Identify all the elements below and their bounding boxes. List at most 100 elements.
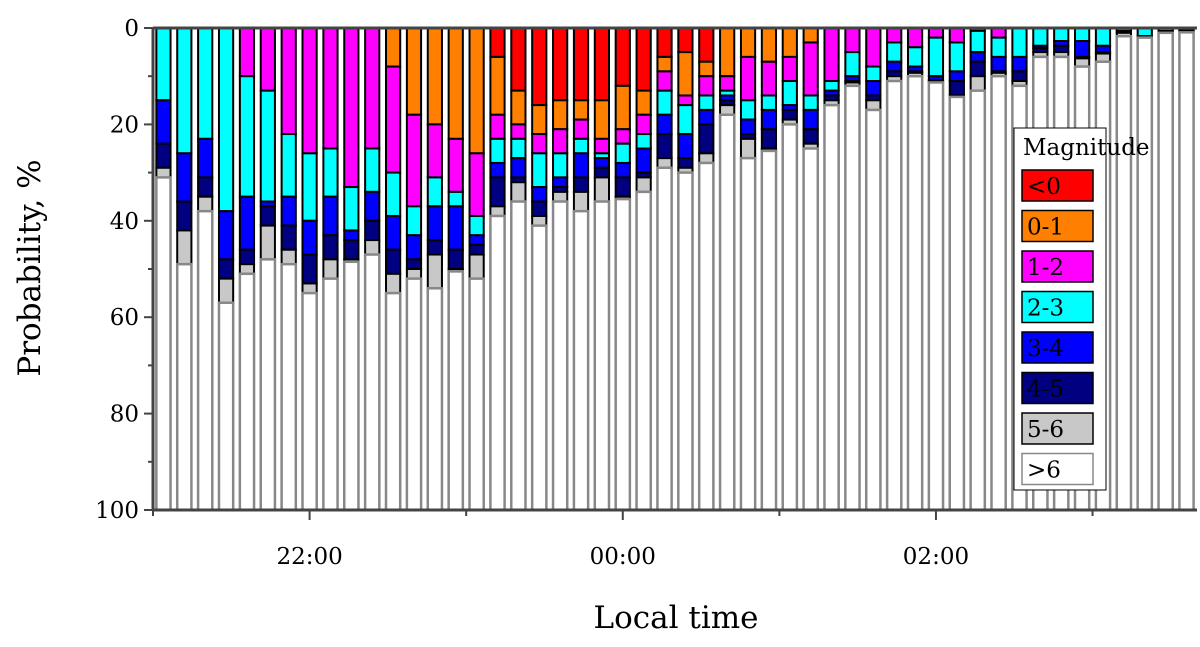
- bar-segment-1-2: [470, 153, 484, 216]
- bar-segment-4-5: [804, 129, 818, 143]
- bar-01:36: [866, 28, 880, 510]
- bar-segment-0-1: [720, 28, 734, 76]
- bar-segment-3-4: [804, 110, 818, 129]
- bar-21:20: [198, 28, 212, 510]
- bar-segment->6: [1117, 36, 1131, 510]
- bar-03:12: [1117, 28, 1131, 510]
- bar-segment-2-3: [282, 134, 296, 197]
- bar-segment-<0: [637, 28, 651, 91]
- bar-segment-5-6: [532, 216, 546, 226]
- bar-segment-1-2: [490, 115, 504, 139]
- bar-segment-2-3: [240, 76, 254, 197]
- bar-segment-1-2: [616, 129, 630, 143]
- bar-23:04: [470, 28, 484, 510]
- bar-segment-4-5: [470, 245, 484, 255]
- legend-label-0-1: 0-1: [1027, 215, 1064, 241]
- bar-segment-4-5: [323, 235, 337, 259]
- bar-segment-2-3: [678, 105, 692, 134]
- bar-segment->6: [741, 158, 755, 510]
- bar-segment-4-5: [950, 81, 964, 95]
- bar-segment-3-4: [240, 197, 254, 250]
- bar-segment-4-5: [302, 255, 316, 284]
- bar-segment-5-6: [428, 255, 442, 289]
- bar-segment-2-3: [177, 28, 191, 153]
- bar-02:24: [991, 28, 1005, 510]
- bar-segment->6: [365, 255, 379, 510]
- bar-21:12: [177, 28, 191, 510]
- bar-segment-1-2: [908, 28, 922, 47]
- bar-segment-4-5: [365, 221, 379, 240]
- bar-03:36: [1179, 28, 1193, 510]
- bar-segment-2-3: [637, 134, 651, 148]
- bar-22:32: [386, 28, 400, 510]
- bar-segment-2-3: [1033, 28, 1047, 46]
- bar-01:28: [845, 28, 859, 510]
- bar-segment-5-6: [490, 206, 504, 216]
- bar-segment-0-1: [699, 62, 713, 76]
- bar-segment->6: [553, 202, 567, 510]
- legend-label-2-3: 2-3: [1027, 296, 1064, 322]
- bar-segment-5-6: [595, 177, 609, 201]
- bar-segment-4-5: [616, 177, 630, 196]
- bar-00:48: [741, 28, 755, 510]
- bar-segment-<0: [511, 28, 525, 91]
- bar-segment-0-1: [511, 91, 525, 125]
- bar-segment-1-2: [282, 28, 296, 134]
- bar-segment-0-1: [470, 28, 484, 153]
- bar-21:36: [240, 28, 254, 510]
- bar-segment-3-4: [866, 81, 880, 95]
- bar-segment-4-5: [1012, 71, 1026, 81]
- bar-segment->6: [323, 279, 337, 510]
- bar-segment-2-3: [991, 38, 1005, 57]
- bar-segment->6: [720, 115, 734, 510]
- bar-segment-0-1: [386, 28, 400, 67]
- x-tick-label: 02:00: [903, 544, 969, 570]
- bar-segment-1-2: [449, 139, 463, 192]
- bar-segment-<0: [532, 28, 546, 105]
- bar-01:20: [824, 28, 838, 510]
- bar-segment-5-6: [866, 100, 880, 110]
- bar-segment-1-2: [553, 129, 567, 153]
- bar-segment-2-3: [741, 100, 755, 119]
- bar-segment-5-6: [511, 182, 525, 201]
- bar-segment-5-6: [699, 153, 713, 163]
- y-tick-label: 60: [110, 305, 139, 331]
- bar-segment-4-5: [219, 259, 233, 278]
- bar-23:20: [511, 28, 525, 510]
- bar-segment-3-4: [282, 197, 296, 226]
- bar-segment-3-4: [219, 211, 233, 259]
- bar-segment-1-2: [866, 28, 880, 67]
- bar-segment-<0: [553, 28, 567, 100]
- bar-01:44: [887, 28, 901, 510]
- bar-segment-5-6: [282, 250, 296, 264]
- bar-segment->6: [804, 149, 818, 511]
- bar-03:28: [1159, 28, 1173, 510]
- bar-segment-2-3: [574, 139, 588, 153]
- legend-label-1-2: 1-2: [1027, 255, 1064, 281]
- bar-segment-2-3: [1012, 28, 1026, 57]
- bar-segment-3-4: [198, 139, 212, 178]
- bar-segment->6: [574, 211, 588, 510]
- bar-22:08: [323, 28, 337, 510]
- bar-21:52: [282, 28, 296, 510]
- bar-segment-1-2: [657, 71, 671, 90]
- bar-segment-1-2: [302, 28, 316, 153]
- bar-00:08: [637, 28, 651, 510]
- bar-segment-0-1: [449, 28, 463, 139]
- bar-segment->6: [282, 264, 296, 510]
- bar-segment->6: [699, 163, 713, 510]
- bar-segment-3-4: [991, 57, 1005, 71]
- bar-00:40: [720, 28, 734, 510]
- bar-segment-2-3: [950, 42, 964, 71]
- bar-segment-4-5: [678, 158, 692, 168]
- bar-segment-5-6: [657, 158, 671, 168]
- bar-segment-4-5: [657, 134, 671, 158]
- bar-00:16: [657, 28, 671, 510]
- bar-segment-1-2: [261, 28, 275, 91]
- bar-segment-4-5: [762, 129, 776, 148]
- y-tick-label: 20: [110, 112, 139, 138]
- bar-segment-3-4: [532, 187, 546, 201]
- bar-segment->6: [637, 192, 651, 510]
- bar-segment-3-4: [449, 206, 463, 249]
- bar-segment-3-4: [657, 115, 671, 134]
